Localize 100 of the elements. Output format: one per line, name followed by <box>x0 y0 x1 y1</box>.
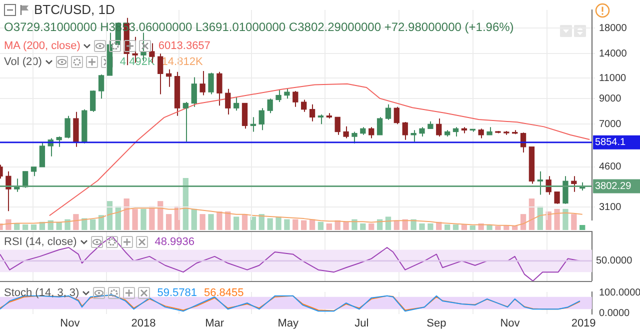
candlestick <box>216 71 222 106</box>
candlestick <box>90 90 96 112</box>
bar <box>428 223 434 230</box>
candlestick <box>419 126 425 138</box>
y-tick-label: 100.0000 <box>599 288 640 299</box>
bar <box>64 219 70 230</box>
candlestick <box>309 104 316 122</box>
bar <box>520 214 526 230</box>
candlestick <box>267 98 273 114</box>
x-tick-label: Jul <box>354 318 369 330</box>
candlestick <box>225 88 231 115</box>
bar <box>200 214 206 230</box>
bar <box>30 224 37 230</box>
candlestick <box>571 176 577 192</box>
bar <box>385 216 392 230</box>
chart-title: BTC/USD, 1D <box>34 2 115 17</box>
candlestick <box>56 136 62 148</box>
candlestick <box>208 72 214 95</box>
candlestick <box>64 115 70 139</box>
y-tick-label: 3100 <box>599 202 622 213</box>
bar <box>14 223 20 230</box>
candlestick <box>191 76 197 108</box>
candlestick <box>284 88 290 100</box>
bar <box>98 215 104 230</box>
ref-line-label: 3802.29 <box>595 181 632 192</box>
bar <box>419 223 425 230</box>
bar <box>82 218 88 230</box>
annotation: 48.9936 <box>154 236 195 248</box>
bar <box>452 224 459 230</box>
bar <box>56 222 62 230</box>
bar <box>326 223 332 230</box>
bar <box>225 211 231 230</box>
candlestick <box>562 176 568 204</box>
bar <box>140 208 146 230</box>
candlestick <box>276 89 282 103</box>
candlestick <box>452 126 459 138</box>
candlestick <box>436 118 442 138</box>
bar <box>571 214 577 230</box>
candlestick <box>30 166 37 177</box>
bar <box>158 201 164 230</box>
candlestick <box>301 99 307 112</box>
chart-title: Stoch (14, 3, 3) <box>4 286 80 298</box>
x-tick-label: 2019 <box>571 318 596 330</box>
bar <box>495 226 501 230</box>
bar <box>73 214 79 230</box>
bar <box>233 216 240 230</box>
bar <box>216 211 222 230</box>
candlestick <box>292 90 298 108</box>
annotation: 6013.3657 <box>158 40 210 52</box>
x-tick-label: Sep <box>426 318 446 330</box>
candlestick <box>376 116 383 136</box>
candlestick <box>385 104 392 120</box>
bar <box>444 224 450 230</box>
candlestick <box>554 191 560 204</box>
x-tick-label: May <box>278 318 300 330</box>
candlestick <box>334 116 340 136</box>
y-tick-label: 9000 <box>599 93 622 104</box>
x-tick-label: Mar <box>205 318 224 330</box>
bar <box>554 208 560 230</box>
y-tick-label: 11000 <box>599 72 627 84</box>
bar <box>208 214 214 230</box>
y-tick-label: 18000 <box>599 22 628 34</box>
candlestick <box>368 126 374 139</box>
bar <box>166 214 172 230</box>
bar <box>267 218 273 230</box>
bar <box>562 208 568 230</box>
candlestick <box>6 170 12 212</box>
bar <box>301 220 307 230</box>
bar <box>368 223 374 230</box>
y-tick-label: 7000 <box>599 118 622 130</box>
bar <box>318 222 324 230</box>
bar <box>352 219 358 230</box>
candlestick <box>343 126 349 139</box>
annotation: 59.5781 <box>157 286 197 298</box>
bar <box>360 223 366 230</box>
y-tick-label: 14000 <box>599 48 628 60</box>
candlestick <box>242 102 248 130</box>
candlestick <box>158 53 164 95</box>
x-tick-label: Nov <box>60 318 80 330</box>
candlestick <box>250 116 256 132</box>
candlestick <box>394 106 400 125</box>
candlestick <box>39 142 46 168</box>
bar <box>580 224 586 230</box>
candlestick <box>98 74 104 100</box>
candlestick <box>182 102 189 142</box>
candlestick <box>200 70 206 96</box>
bar <box>461 224 468 230</box>
x-tick-label: Nov <box>500 318 520 330</box>
bar <box>182 178 189 230</box>
text: 50.0000 <box>596 256 633 267</box>
candlestick <box>410 130 416 142</box>
candlestick <box>478 128 484 139</box>
candlestick <box>402 122 408 140</box>
bar <box>470 226 476 230</box>
bar <box>343 222 349 230</box>
text: MA (200, close) <box>4 40 80 52</box>
chart-title: RSI (14, close) <box>4 236 77 248</box>
bar <box>132 208 138 230</box>
candlestick <box>233 96 240 112</box>
bar <box>258 214 264 230</box>
